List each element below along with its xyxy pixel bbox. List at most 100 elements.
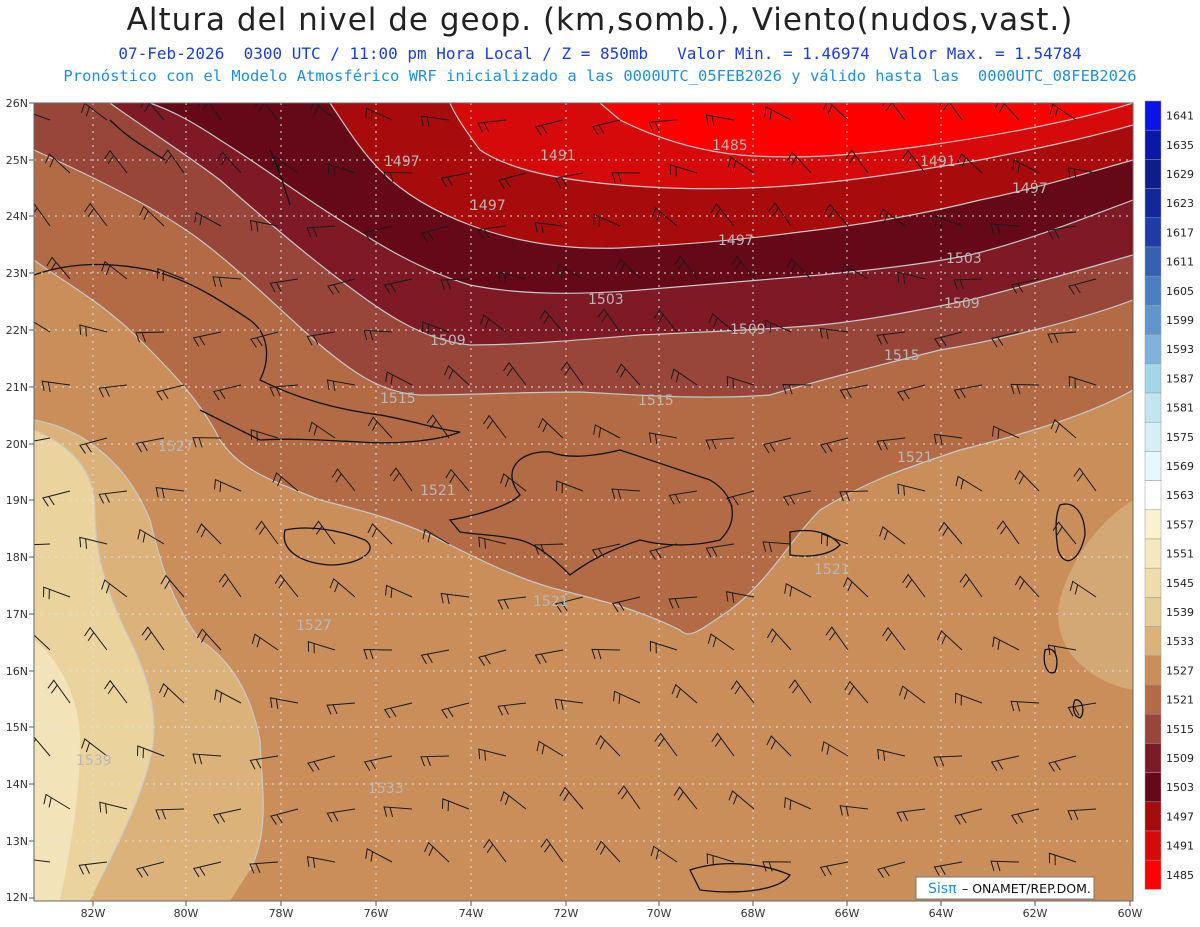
wind-barb [782, 384, 812, 395]
wind-barb [79, 324, 108, 337]
wind-barb [768, 202, 792, 227]
colorbar-swatch [1144, 305, 1162, 335]
wind-barb [497, 596, 527, 610]
colorbar-label: 1509 [1166, 752, 1194, 765]
wind-barb [1048, 755, 1077, 772]
wind-barb [421, 321, 450, 335]
wind-barb [500, 473, 527, 492]
wind-barb [498, 172, 527, 189]
colorbar-swatch [1144, 567, 1162, 598]
lon-label: 64W [929, 907, 954, 920]
wind-barb [365, 848, 393, 863]
credit-text: – ONAMET/REP.DOM. [962, 881, 1091, 896]
wind-barbs [34, 103, 1097, 878]
wind-barb [934, 331, 963, 348]
wind-barb [896, 808, 926, 822]
colorbar-label: 1539 [1166, 606, 1194, 619]
wind-barb [959, 573, 983, 598]
lon-label: 72W [554, 907, 579, 920]
wind-barb [441, 702, 470, 719]
wind-barb [990, 755, 1020, 771]
contour-label: 1533 [368, 781, 404, 797]
colorbar-swatch [1144, 538, 1162, 569]
map-title: Altura del nivel de geop. (km,somb.), Vi… [126, 2, 1074, 38]
wind-barb [327, 163, 356, 177]
wind-barb [877, 861, 906, 878]
wind-barb [306, 856, 336, 868]
wind-barb [363, 755, 393, 771]
wind-barb [1010, 278, 1040, 294]
colorbar-label: 1617 [1166, 226, 1194, 239]
wind-barb [540, 838, 564, 863]
wind-barb [43, 793, 71, 810]
wind-barb [820, 437, 849, 454]
wind-barb [933, 433, 963, 446]
wind-barb [839, 490, 869, 502]
wind-barb [385, 584, 413, 598]
lon-ticks [92, 901, 1131, 906]
wind-barb [326, 808, 356, 823]
wind-barb [212, 276, 242, 288]
wind-barb [591, 119, 621, 136]
wind-barb [728, 790, 755, 810]
colorbar-swatch [1144, 246, 1162, 277]
wind-barb [762, 861, 792, 872]
wind-barb [820, 533, 849, 547]
wind-barb [990, 223, 1020, 235]
lat-label: 13N [6, 835, 28, 848]
wind-barb [611, 172, 641, 183]
wind-barb [597, 308, 621, 333]
colorbar-swatch [1144, 129, 1162, 160]
wind-barb [994, 103, 1020, 121]
wind-barb [383, 171, 413, 183]
lat-label: 23N [6, 267, 28, 280]
colorbar-swatch [1144, 655, 1162, 686]
wind-barb [34, 634, 51, 651]
colorbar-swatch [1144, 275, 1162, 306]
wind-barb [1050, 418, 1077, 439]
contour-label: 1521 [897, 450, 933, 466]
colorbar-label: 1599 [1166, 314, 1194, 327]
lon-label: 62W [1023, 907, 1048, 920]
wind-barb [845, 149, 869, 174]
brand-logo: Sisπ [928, 881, 957, 897]
wind-barb [673, 786, 698, 810]
wind-barb [389, 467, 413, 492]
wind-barb [824, 203, 849, 227]
wind-barb [825, 626, 849, 651]
wind-barb [34, 859, 51, 863]
wind-barb [708, 312, 735, 333]
wind-barb [42, 490, 71, 507]
lat-label: 18N [6, 551, 28, 564]
wind-barb [711, 732, 735, 757]
wind-barb [79, 536, 108, 549]
colorbar-label: 1581 [1166, 402, 1194, 415]
lon-label: 68W [741, 907, 766, 920]
wind-barb [159, 682, 185, 704]
wind-barb [363, 329, 393, 341]
wind-barb [81, 738, 108, 757]
coastlines [34, 119, 1086, 893]
wind-barb [762, 541, 792, 553]
colorbar-label: 1551 [1166, 548, 1194, 561]
lon-label: 82W [81, 907, 106, 920]
wind-barb [192, 861, 222, 878]
wind-barb [897, 384, 926, 401]
wind-barb [483, 414, 507, 439]
forecast-time-line: 07-Feb-2026 0300 UTC / 11:00 pm Hora Loc… [118, 44, 1082, 63]
wind-barb [705, 437, 735, 450]
lon-label: 80W [174, 907, 199, 920]
colorbar-label: 1515 [1166, 723, 1194, 736]
lat-ticks [29, 102, 34, 899]
wind-barb [1047, 225, 1077, 240]
wind-barb [478, 748, 507, 761]
wind-barb [556, 263, 584, 280]
wind-barb [84, 202, 108, 227]
wind-barb [1012, 159, 1040, 174]
wind-barb [535, 119, 564, 136]
wind-barb [440, 592, 470, 605]
contour-label: 1503 [588, 292, 624, 308]
wind-barb [307, 755, 336, 772]
wind-barb [196, 523, 222, 545]
